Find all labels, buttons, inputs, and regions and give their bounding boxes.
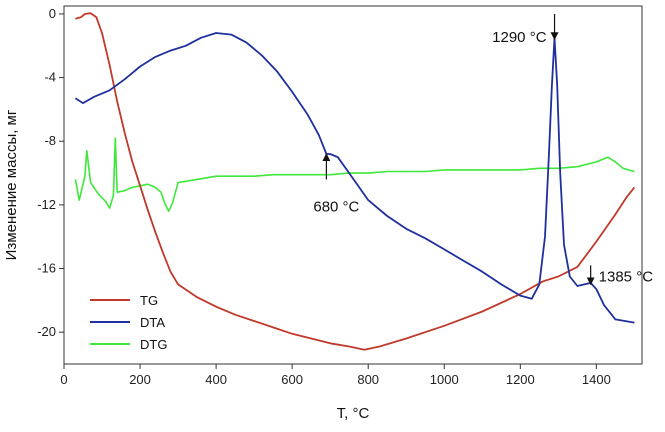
plot-frame <box>63 5 643 365</box>
x-tick-label: 800 <box>357 372 379 387</box>
y-tick-label: -16 <box>37 261 56 276</box>
x-tick-label: 400 <box>205 372 227 387</box>
y-axis-title: Изменение массы, мг <box>3 109 20 260</box>
series-line-dtg <box>74 137 635 213</box>
legend-label-tg: TG <box>140 293 158 308</box>
x-axis-title: T, °C <box>337 405 370 422</box>
x-tick-label: 600 <box>281 372 303 387</box>
series-line-dta <box>74 32 635 324</box>
y-tick-label: -8 <box>44 133 56 148</box>
y-tick-label: -20 <box>37 324 56 339</box>
legend-label-dtg: DTG <box>140 337 167 352</box>
legend-label-dta: DTA <box>140 315 165 330</box>
y-tick-label: -12 <box>37 197 56 212</box>
x-tick-label: 1000 <box>430 372 459 387</box>
y-tick-label: 0 <box>49 6 56 21</box>
annotation-label: 1290 °C <box>492 29 547 46</box>
annotation-label: 680 °C <box>313 198 359 215</box>
x-tick-label: 1200 <box>506 372 535 387</box>
x-tick-label: 200 <box>129 372 151 387</box>
annotation-label: 1385 °C <box>599 268 654 285</box>
x-tick-label: 0 <box>60 372 67 387</box>
x-tick-label: 1400 <box>582 372 611 387</box>
y-tick-label: -4 <box>44 70 56 85</box>
